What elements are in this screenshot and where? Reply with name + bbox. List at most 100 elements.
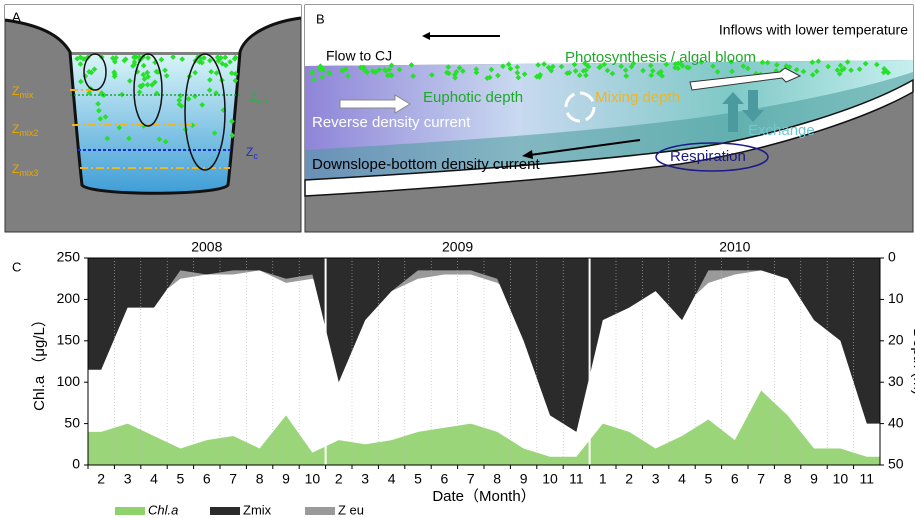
algae-dot [86,68,92,75]
algae-dot [176,101,183,108]
y2-tick-label: 30 [888,373,904,389]
algae-dot [192,69,199,76]
x-tick-label: 8 [256,471,264,487]
circulation [133,53,163,127]
inflows-label: Inflows with lower temperature [719,22,908,38]
algae-dot [825,63,831,70]
flow-arrow [339,94,411,114]
algae-dot [364,69,370,76]
exchange-down-head [742,110,764,122]
algae-dot [97,116,104,122]
exchange-up-head [722,92,744,104]
sediment [304,78,914,197]
legend-label: Chl.a [148,502,178,517]
algae-dot [370,68,377,75]
algae-dot [357,64,364,71]
algae-dot [837,62,844,69]
zmix2-label: Zmix2 [12,122,38,138]
algae-dot [207,77,213,83]
x-tick-label: 3 [361,471,369,487]
algae-dot [744,65,751,72]
algae-dot [211,130,218,136]
x-tick-label: 5 [177,471,185,487]
x-tick-label: 1 [599,471,607,487]
algae-dot [185,96,192,102]
year-label: 2009 [442,239,473,255]
algae-dot [136,89,143,95]
algae-dot [141,76,148,82]
algae-dot [537,71,543,78]
legend-swatch [115,507,145,515]
label-main: Z [12,162,19,176]
algae-dot [444,69,450,76]
x-tick-label: 9 [810,471,818,487]
algae-dot [451,71,458,78]
algae-dot [452,74,458,81]
algae-dot [545,64,552,71]
panel-b: B Inflows with lower temperature Flow to… [304,4,914,233]
algae-dot [728,59,735,65]
algae-dot [162,138,169,145]
algae-dot [96,107,102,114]
algae-dot [208,68,214,75]
euphotic-label: Euphotic depth [423,89,523,106]
x-tick-label: 3 [124,471,132,487]
y-tick-label: 150 [57,332,81,348]
x-tick-label: 4 [388,471,396,487]
x-tick-label: 10 [833,471,849,487]
algae-dot [140,71,147,78]
algae-dot [232,71,239,77]
year-label: 2008 [191,239,222,255]
algae-dot [514,64,521,70]
x-tick-label: 6 [203,471,211,487]
algae-dot [585,63,592,70]
algae-dot [342,66,349,73]
x-tick-label: 3 [652,471,660,487]
mixing-symbol [564,91,596,123]
algae-dot [623,73,630,79]
x-tick-label: 4 [678,471,686,487]
algae-dot [102,113,109,120]
downslope-arrow [529,139,641,156]
algae-dot [111,71,118,77]
label-main: Z [12,84,19,98]
x-tick-label: 9 [520,471,528,487]
x-tick-label: 4 [150,471,158,487]
panel-c: C 2 3 4 5 6 7 8 9 10 2 3 4 5 6 7 8 9 10 11 1 2 3 4 5 6 7 8 9 10 11200… [12,239,915,518]
algae-dot [647,62,654,69]
algae-dot [78,78,84,85]
exchange-up [728,102,738,132]
algae-dot [376,67,382,73]
arrow-head [522,150,533,159]
algae-dot [456,65,463,71]
algae-dot [119,91,125,98]
algae-dot [445,64,452,70]
algae-dot [149,82,155,88]
algae-dot [137,83,144,89]
algae-dot [650,67,656,74]
x-tick-label: 8 [493,471,501,487]
algae-dot [126,135,132,142]
algae-dot [622,67,629,74]
label-main: Z [250,90,257,104]
inflow-arrow [689,67,802,91]
panel-label: C [12,259,21,274]
circulation [184,53,226,171]
y-axis-title: Chl.a （μg/L） [31,312,48,411]
algae-dot [576,72,583,79]
legend-label: Z eu [338,502,364,517]
algae-dot [572,68,579,74]
mixing-label: Mixing depth [595,89,680,106]
algae-dot [345,73,351,79]
panel-label: B [316,11,325,26]
algae-dot [564,70,570,77]
x-tick-label: 7 [467,471,475,487]
algae-dot [153,68,160,75]
x-tick-label: 7 [757,471,765,487]
exchange-label: Exchange [748,122,815,139]
sky [305,5,913,66]
algae-dot [815,58,822,65]
algae-dot [548,67,555,74]
algae-dot [396,66,403,73]
